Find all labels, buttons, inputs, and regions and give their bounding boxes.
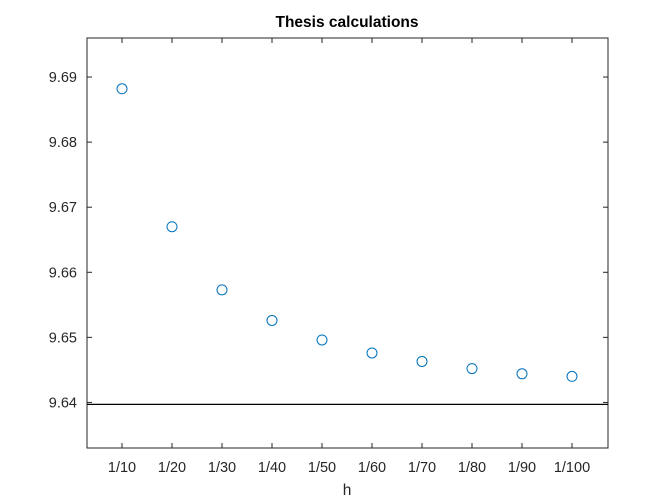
x-tick-label: 1/90 <box>508 460 536 476</box>
y-tick-label: 9.65 <box>49 330 77 346</box>
plot-area <box>86 37 609 449</box>
data-point <box>416 355 428 367</box>
x-tick-label: 1/60 <box>358 460 386 476</box>
data-point <box>116 83 128 95</box>
x-tick-label: 1/80 <box>458 460 486 476</box>
y-axis-ticks: 9.64 9.65 9.66 9.67 9.68 9.69 <box>49 70 608 411</box>
x-tick-label: 1/20 <box>158 460 186 476</box>
x-tick-label: 1/50 <box>308 460 336 476</box>
x-tick-label: 1/100 <box>554 460 590 476</box>
y-tick-label: 9.64 <box>49 395 77 411</box>
data-point <box>516 368 528 380</box>
chart-title: Thesis calculations <box>276 14 419 31</box>
data-point <box>366 347 378 359</box>
data-point <box>266 314 278 326</box>
data-point <box>316 334 328 346</box>
data-series <box>116 83 578 382</box>
y-tick-label: 9.67 <box>49 200 77 216</box>
data-point <box>466 363 478 375</box>
y-tick-label: 9.66 <box>49 265 77 281</box>
x-axis-ticks: 1/10 1/20 1/30 1/40 1/50 1/60 1/70 1/80 1/90 1/10… <box>108 38 590 476</box>
x-tick-label: 1/10 <box>108 460 136 476</box>
x-tick-label: 1/40 <box>258 460 286 476</box>
data-point <box>216 284 228 296</box>
y-tick-label: 9.68 <box>49 135 77 151</box>
axes-box <box>86 37 609 449</box>
data-point <box>166 221 178 233</box>
x-axis-label: h <box>343 482 352 499</box>
data-point <box>566 370 578 382</box>
x-tick-label: 1/30 <box>208 460 236 476</box>
x-tick-label: 1/70 <box>408 460 436 476</box>
y-tick-label: 9.69 <box>49 70 77 86</box>
